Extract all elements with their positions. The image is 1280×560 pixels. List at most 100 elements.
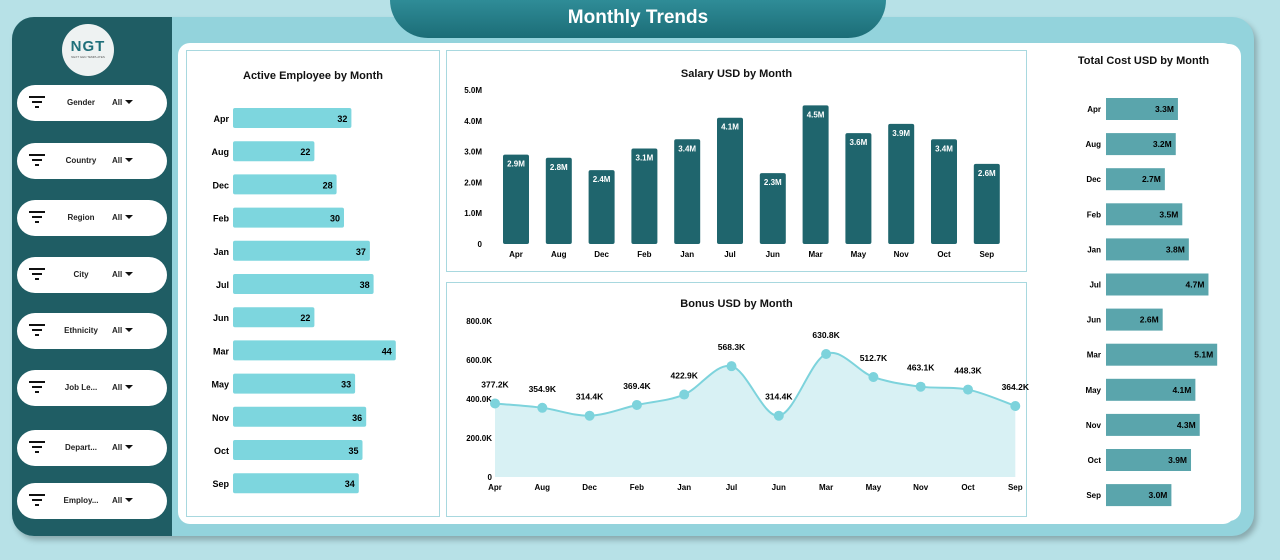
data-label: 33: [341, 380, 351, 390]
y-tick: 5.0M: [464, 86, 482, 95]
bar: [631, 148, 658, 244]
category-label: Apr: [214, 114, 230, 124]
data-label: 3.2M: [1153, 139, 1172, 149]
category-label: Jul: [1089, 281, 1101, 290]
data-point: [821, 348, 832, 359]
x-tick: May: [851, 250, 867, 259]
data-label: 568.3K: [718, 342, 746, 352]
x-tick: Oct: [937, 250, 951, 259]
filter-dropdown[interactable]: All: [112, 270, 133, 280]
bar: [1106, 484, 1172, 507]
category-label: Apr: [1087, 105, 1101, 114]
y-tick: 400.0K: [466, 395, 492, 404]
x-tick: Dec: [594, 250, 609, 259]
filter-icon: [29, 324, 45, 339]
category-label: Feb: [1087, 210, 1101, 219]
filter-region[interactable]: Region All: [17, 200, 167, 236]
filter-dropdown[interactable]: All: [112, 326, 133, 336]
filter-label: Country: [65, 156, 97, 165]
logo-text: NGT: [70, 38, 106, 55]
category-label: Oct: [1088, 456, 1102, 465]
filter-gender[interactable]: Gender All: [17, 85, 167, 121]
bar: [233, 373, 356, 394]
data-label: 2.6M: [1140, 315, 1159, 325]
data-label: 5.1M: [1194, 350, 1213, 360]
filter-label: Region: [67, 213, 95, 222]
data-label: 3.0M: [1148, 490, 1167, 500]
x-tick: Jul: [726, 483, 738, 492]
x-tick: Mar: [819, 483, 833, 492]
filter-dropdown[interactable]: All: [112, 98, 133, 108]
category-label: Aug: [212, 147, 230, 157]
category-label: Jan: [1087, 245, 1101, 254]
data-point: [773, 410, 784, 421]
filter-depart[interactable]: Depart... All: [17, 430, 167, 466]
data-point: [1010, 400, 1021, 411]
data-label: 37: [356, 247, 366, 257]
y-tick: 200.0K: [466, 434, 492, 443]
bar: [1106, 308, 1163, 331]
data-label: 4.5M: [807, 110, 825, 119]
filter-dropdown[interactable]: All: [112, 156, 133, 166]
x-tick: Jul: [724, 250, 736, 259]
filter-dropdown[interactable]: All: [112, 496, 133, 506]
data-label: 354.9K: [529, 384, 557, 394]
filter-dropdown[interactable]: All: [112, 443, 133, 453]
logo: NGT NEXT GEN TEMPLATES: [62, 24, 114, 76]
filter-ethnicity[interactable]: Ethnicity All: [17, 313, 167, 349]
x-tick: Nov: [894, 250, 910, 259]
category-label: Dec: [212, 180, 229, 190]
x-tick: Dec: [582, 483, 597, 492]
category-label: Jun: [213, 313, 229, 323]
filter-dropdown[interactable]: All: [112, 213, 133, 223]
category-label: Jun: [1087, 316, 1101, 325]
data-label: 2.4M: [593, 175, 611, 184]
data-label: 3.9M: [892, 129, 910, 138]
x-tick: Oct: [961, 483, 975, 492]
data-label: 3.6M: [850, 138, 868, 147]
filter-dropdown[interactable]: All: [112, 383, 133, 393]
data-label: 2.9M: [507, 160, 525, 169]
data-label: 422.9K: [670, 371, 698, 381]
bar: [233, 174, 337, 195]
y-tick: 600.0K: [466, 356, 492, 365]
bar: [802, 105, 829, 245]
data-label: 3.5M: [1159, 209, 1178, 219]
data-label: 35: [348, 446, 358, 456]
data-label: 448.3K: [954, 366, 982, 376]
bar: [233, 240, 370, 261]
data-point: [915, 381, 926, 392]
data-label: 314.4K: [765, 392, 793, 402]
category-label: Oct: [214, 446, 229, 456]
data-label: 4.7M: [1186, 280, 1205, 290]
data-label: 4.3M: [1177, 420, 1196, 430]
data-point: [490, 398, 500, 409]
bar: [588, 170, 615, 244]
y-tick: 800.0K: [466, 317, 492, 326]
data-label: 4.1M: [721, 123, 739, 132]
bar: [1106, 133, 1176, 156]
x-tick: May: [866, 483, 882, 492]
data-label: 28: [323, 180, 333, 190]
x-tick: Sep: [1008, 483, 1023, 492]
filter-icon: [29, 96, 45, 111]
filter-city[interactable]: City All: [17, 257, 167, 293]
filter-country[interactable]: Country All: [17, 143, 167, 179]
data-point: [868, 372, 879, 383]
bar: [545, 157, 572, 244]
bar: [233, 307, 315, 328]
category-label: Sep: [212, 479, 229, 489]
data-label: 630.8K: [812, 330, 840, 340]
y-tick: 0: [478, 240, 483, 249]
category-label: Mar: [1087, 351, 1101, 360]
category-label: Mar: [213, 346, 230, 356]
filter-employ[interactable]: Employ... All: [17, 483, 167, 519]
y-tick: 4.0M: [464, 117, 482, 126]
area-fill: [495, 352, 1016, 477]
x-tick: Feb: [630, 483, 644, 492]
data-point: [963, 384, 973, 395]
chart-title: Active Employee by Month: [243, 70, 383, 82]
bar: [233, 274, 374, 294]
filter-joble[interactable]: Job Le... All: [17, 370, 167, 406]
data-label: 463.1K: [907, 363, 935, 373]
